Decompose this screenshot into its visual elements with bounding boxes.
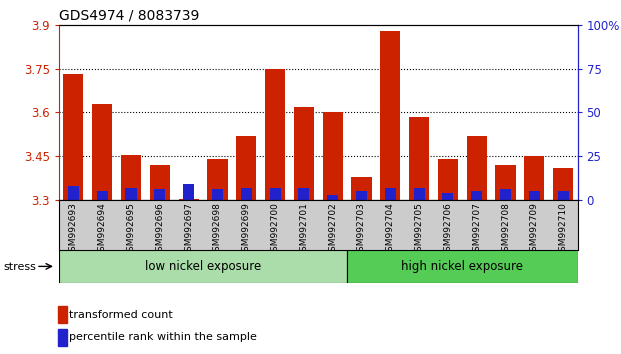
Bar — [524, 156, 545, 200]
Bar — [298, 188, 309, 200]
Bar — [496, 165, 515, 200]
Text: percentile rank within the sample: percentile rank within the sample — [69, 332, 257, 342]
Text: GSM992694: GSM992694 — [97, 202, 107, 257]
Bar — [68, 186, 79, 200]
Bar — [97, 191, 108, 200]
Bar — [92, 104, 112, 200]
Bar — [63, 74, 83, 200]
Bar — [59, 250, 347, 283]
Text: GSM992697: GSM992697 — [184, 202, 193, 257]
Text: GSM992710: GSM992710 — [559, 202, 568, 257]
Bar — [270, 188, 281, 200]
Bar — [414, 188, 425, 200]
Text: GSM992708: GSM992708 — [501, 202, 510, 257]
Text: GSM992702: GSM992702 — [328, 202, 337, 257]
Bar — [380, 31, 401, 200]
Bar — [212, 189, 223, 200]
Bar — [58, 329, 67, 346]
Text: GSM992693: GSM992693 — [69, 202, 78, 257]
Bar — [294, 107, 314, 200]
Text: GSM992699: GSM992699 — [242, 202, 251, 257]
Text: GDS4974 / 8083739: GDS4974 / 8083739 — [59, 9, 199, 23]
Bar — [466, 136, 487, 200]
Bar — [409, 117, 429, 200]
Text: GSM992705: GSM992705 — [415, 202, 424, 257]
Text: GSM992698: GSM992698 — [213, 202, 222, 257]
Bar — [121, 155, 141, 200]
Text: GSM992700: GSM992700 — [271, 202, 279, 257]
Bar — [356, 191, 367, 200]
Text: GSM992696: GSM992696 — [155, 202, 165, 257]
Text: GSM992701: GSM992701 — [299, 202, 309, 257]
Text: GSM992695: GSM992695 — [127, 202, 135, 257]
Text: GSM992706: GSM992706 — [443, 202, 452, 257]
Bar — [154, 189, 165, 200]
Bar — [553, 168, 573, 200]
Text: GSM992709: GSM992709 — [530, 202, 539, 257]
Bar — [236, 136, 256, 200]
Bar — [347, 250, 578, 283]
Bar — [528, 191, 540, 200]
Bar — [442, 193, 453, 200]
Text: stress: stress — [3, 262, 36, 272]
Bar — [183, 184, 194, 200]
Bar — [241, 188, 252, 200]
Bar — [471, 191, 483, 200]
Text: high nickel exposure: high nickel exposure — [401, 260, 524, 273]
Bar — [558, 191, 569, 200]
Bar — [438, 159, 458, 200]
Bar — [179, 199, 199, 200]
Bar — [500, 189, 511, 200]
Text: GSM992707: GSM992707 — [472, 202, 481, 257]
Text: transformed count: transformed count — [69, 310, 173, 320]
Bar — [385, 188, 396, 200]
Bar — [322, 112, 343, 200]
Bar — [58, 306, 67, 323]
Bar — [265, 69, 285, 200]
Bar — [125, 188, 137, 200]
Text: GSM992704: GSM992704 — [386, 202, 395, 257]
Text: GSM992703: GSM992703 — [357, 202, 366, 257]
Bar — [327, 195, 338, 200]
Bar — [207, 159, 227, 200]
Text: low nickel exposure: low nickel exposure — [145, 260, 261, 273]
Bar — [351, 177, 371, 200]
Bar — [150, 165, 170, 200]
